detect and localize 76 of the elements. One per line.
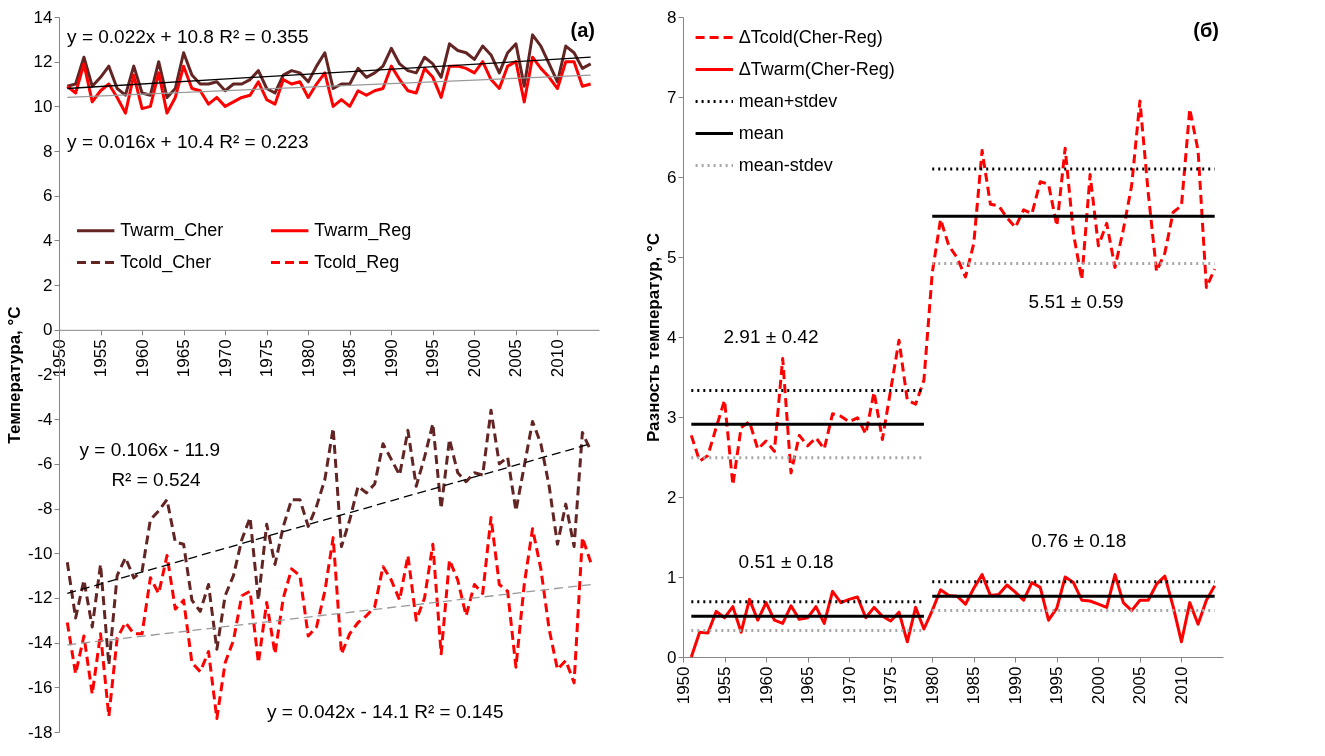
x-tick-label: 1965	[174, 339, 194, 378]
x-tick-label: 1990	[1005, 666, 1025, 705]
annotation: 0.76 ± 0.18	[1031, 530, 1127, 552]
y-tick-label: 8	[43, 141, 53, 161]
x-tick-label: 1960	[132, 339, 152, 378]
annotation: R² = 0.524	[111, 469, 202, 491]
y-tick-label: -12	[27, 588, 53, 608]
y-tick-label: -10	[27, 543, 53, 563]
y-tick-label: 1	[667, 567, 677, 587]
y-tick-label: 2	[667, 487, 677, 507]
x-tick-label: 1955	[715, 666, 735, 705]
x-tick-label: 2005	[506, 339, 526, 378]
legend-label: mean-stdev	[738, 154, 833, 175]
x-tick-label: 1990	[381, 339, 401, 378]
y-tick-label: 8	[667, 7, 677, 27]
y-tick-label: 10	[33, 96, 53, 116]
y-tick-label: 7	[667, 87, 677, 107]
legend-label: ΔTcold(Cher-Reg)	[738, 26, 883, 47]
y-axis-title: Разность температур, °C	[644, 232, 664, 443]
x-tick-label: 2005	[1130, 666, 1150, 705]
annotation: 2.91 ± 0.42	[723, 326, 819, 347]
y-tick-label: -16	[27, 677, 53, 697]
y-axis-title: Температура, °C	[4, 306, 24, 444]
x-tick-label: 1955	[91, 339, 111, 378]
annotation: y = 0.042x - 14.1 R² = 0.145	[266, 700, 504, 722]
x-tick-label: 1985	[340, 339, 360, 378]
line-series	[65, 408, 593, 667]
x-tick-label: 1970	[215, 339, 235, 378]
legend-label: ΔTwarm(Cher-Reg)	[738, 58, 895, 79]
y-tick-label: 4	[667, 327, 677, 347]
legend-label: Twarm_Reg	[314, 219, 412, 241]
x-tick-label: 2010	[1171, 666, 1191, 705]
legend-label: mean	[738, 122, 784, 143]
y-tick-label: 0	[43, 320, 53, 340]
y-tick-label: 0	[667, 647, 677, 667]
line-series	[65, 55, 593, 115]
annotation: y = 0.016x + 10.4 R² = 0.223	[67, 131, 309, 153]
x-tick-label: 1975	[257, 339, 277, 378]
y-tick-label: 6	[667, 167, 677, 187]
y-tick-label: 12	[33, 52, 53, 72]
line-series	[65, 516, 593, 721]
annotation: y = 0.106x - 11.9	[79, 439, 221, 461]
legend-label: Twarm_Cher	[120, 219, 224, 241]
y-tick-label: 4	[43, 230, 53, 250]
x-tick-label: 1985	[964, 666, 984, 705]
y-tick-label: 5	[667, 247, 677, 267]
y-tick-label: -4	[37, 409, 53, 429]
x-tick-label: 2010	[547, 339, 567, 378]
x-tick-label: 1980	[922, 666, 942, 705]
y-tick-label: 2	[43, 275, 53, 295]
legend-label: Tcold_Reg	[314, 251, 400, 273]
annotation: y = 0.022x + 10.8 R² = 0.355	[67, 26, 309, 48]
y-tick-label: -2	[37, 365, 53, 384]
x-tick-label: 2000	[464, 339, 484, 378]
annotation: 0.51 ± 0.18	[738, 550, 834, 572]
y-tick-label: -6	[37, 454, 53, 474]
x-tick-label: 1965	[798, 666, 818, 705]
x-tick-label: 1995	[423, 339, 443, 378]
y-tick-label: 3	[667, 407, 677, 427]
x-tick-label: 1975	[881, 666, 901, 705]
legend-label: mean+stdev	[738, 90, 838, 111]
y-tick-label: -8	[37, 499, 53, 519]
x-tick-label: 1950	[673, 666, 693, 705]
x-tick-label: 1995	[1047, 666, 1067, 705]
x-tick-label: 2000	[1088, 666, 1108, 705]
y-tick-label: 6	[43, 186, 53, 206]
y-tick-label: -18	[27, 722, 53, 742]
annotation: 5.51 ± 0.59	[1028, 291, 1124, 313]
y-tick-label: 14	[33, 7, 53, 27]
legend-label: Tcold_Cher	[120, 251, 212, 273]
x-tick-label: 1970	[839, 666, 859, 705]
x-tick-label: 1960	[756, 666, 776, 705]
y-tick-label: -14	[27, 633, 53, 653]
annotation: (a)	[570, 19, 595, 41]
x-tick-label: 1980	[298, 339, 318, 378]
annotation: (б)	[1193, 19, 1219, 41]
